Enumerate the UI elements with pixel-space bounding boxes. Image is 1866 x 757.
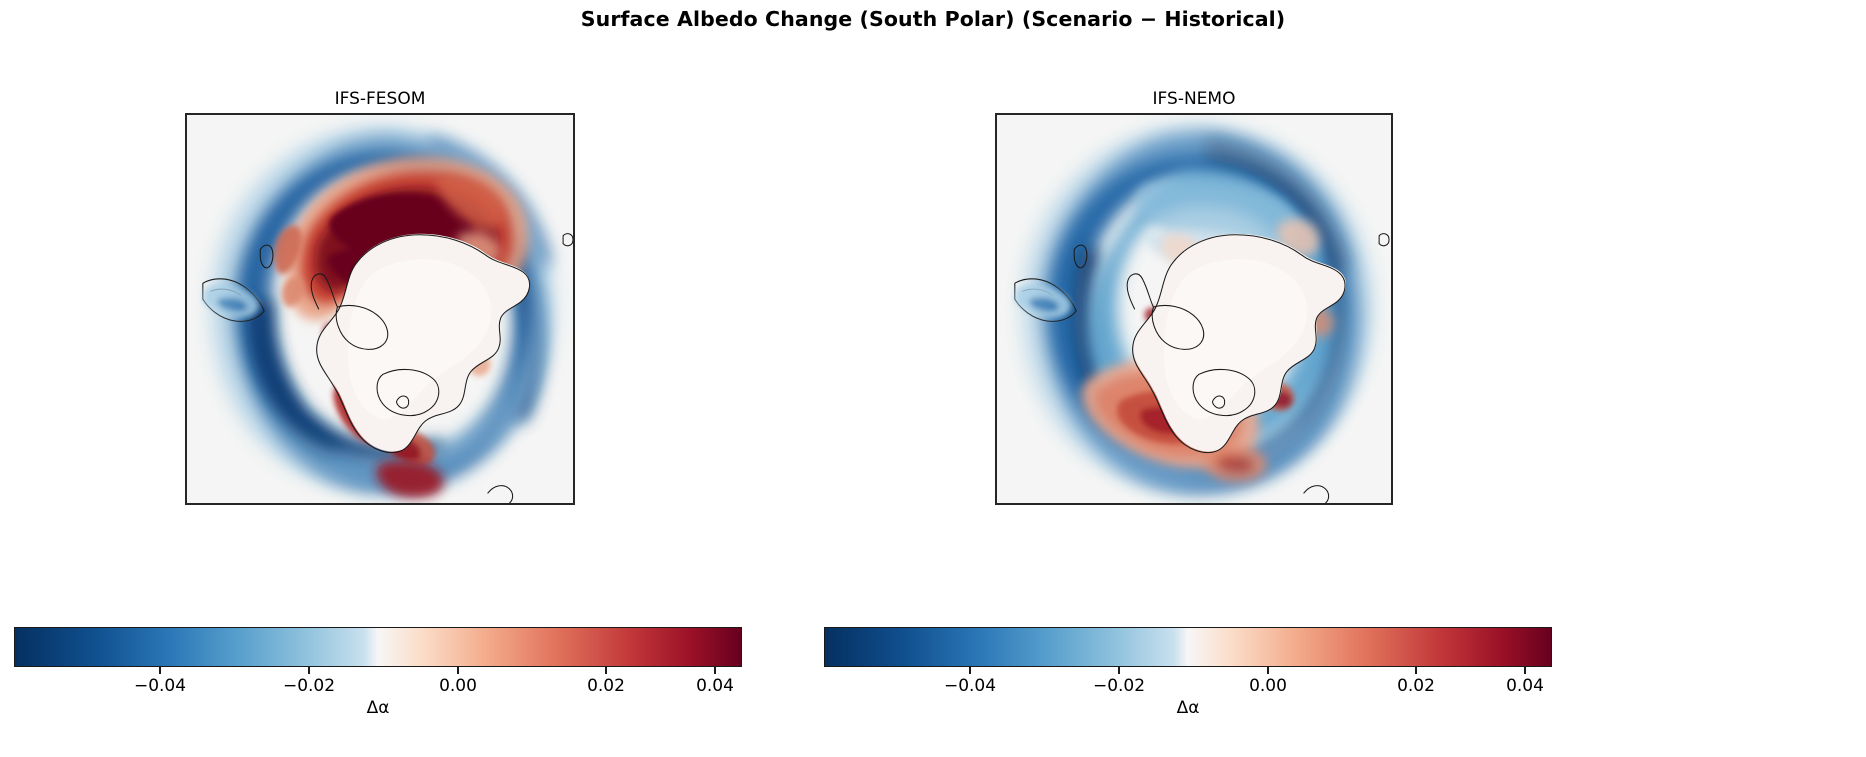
colorbar-axis-label-ifs-nemo: Δα [1176,698,1200,718]
colorbar-ifs-fesom: −0.04 −0.02 0.00 0.02 0.04 Δα [14,627,742,718]
colorbar-ticklabel-0: −0.04 [133,676,187,696]
colorbar-ticklabel-1: −0.02 [1092,676,1146,696]
colorbar-ticklabel-0: −0.04 [943,676,997,696]
colorbar-tickmark-0 [159,667,161,674]
map-raster-ifs-nemo [997,115,1391,503]
colorbar-tickmark-3 [605,667,607,674]
colorbar-tickmark-2 [1267,667,1269,674]
colorbar-gradient-ifs-fesom[interactable] [14,627,742,667]
colorbar-tickmark-0 [969,667,971,674]
map-axes-ifs-nemo[interactable] [995,113,1393,505]
colorbar-tickmark-3 [1415,667,1417,674]
map-raster-ifs-fesom [187,115,573,503]
colorbar-ticklabel-4: 0.04 [696,676,734,696]
colorbar-gradient-ifs-nemo[interactable] [824,627,1552,667]
colorbar-ticks-ifs-nemo: −0.04 −0.02 0.00 0.02 0.04 [824,667,1552,757]
colorbar-ticklabel-4: 0.04 [1506,676,1544,696]
colorbar-ticklabel-2: 0.00 [1249,676,1287,696]
colorbar-tickmark-1 [1118,667,1120,674]
colorbar-ticklabel-2: 0.00 [439,676,477,696]
panel-title-ifs-nemo: IFS-NEMO [1152,89,1236,109]
map-axes-ifs-fesom[interactable] [185,113,575,505]
colorbar-tickmark-4 [1524,667,1526,674]
colorbar-ticks-ifs-fesom: −0.04 −0.02 0.00 0.02 0.04 [14,667,742,757]
panel-title-ifs-fesom: IFS-FESOM [334,89,426,109]
colorbar-ifs-nemo: −0.04 −0.02 0.00 0.02 0.04 Δα [824,627,1552,718]
colorbar-tickmark-4 [714,667,716,674]
colorbar-tickmark-1 [308,667,310,674]
colorbar-ticklabel-3: 0.02 [1397,676,1435,696]
colorbar-ticklabel-1: −0.02 [282,676,336,696]
colorbar-ticklabel-3: 0.02 [587,676,625,696]
figure-suptitle: Surface Albedo Change (South Polar) (Sce… [580,7,1286,31]
colorbar-tickmark-2 [457,667,459,674]
colorbar-axis-label-ifs-fesom: Δα [366,698,390,718]
